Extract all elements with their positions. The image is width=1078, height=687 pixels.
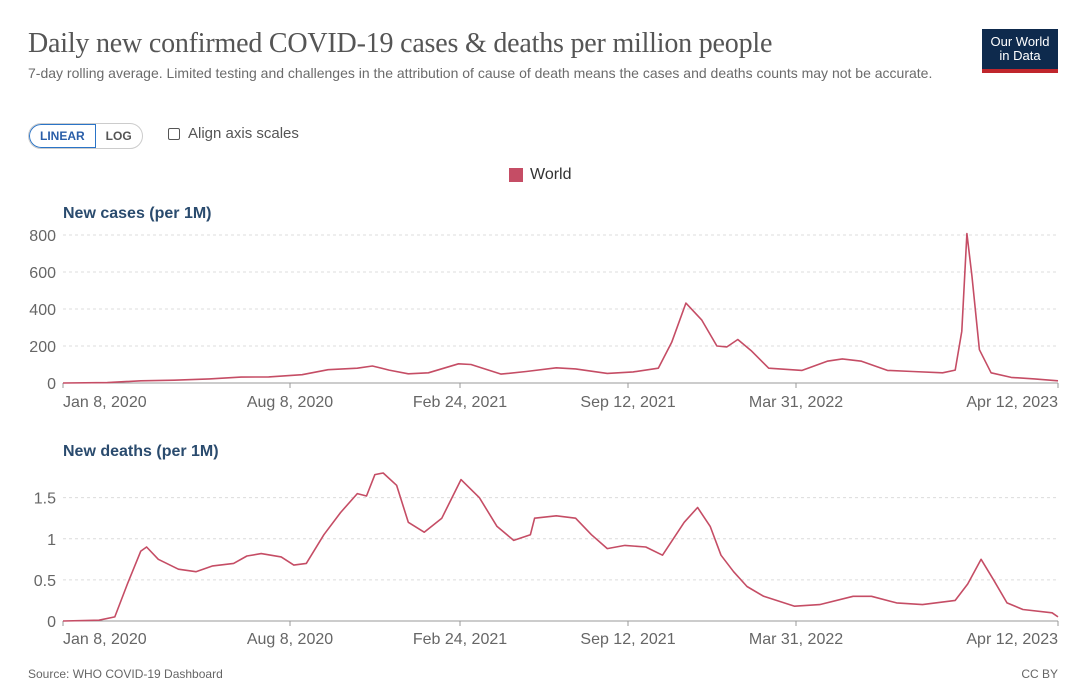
deaths-y-tick-label: 1 [47,532,56,549]
legend-label: World [530,166,572,183]
legend-swatch [509,168,523,182]
cases-y-tick-label: 400 [29,302,56,319]
align-axis-option[interactable]: Align axis scales [168,125,299,142]
cases-x-tick-label: Jan 8, 2020 [63,394,147,411]
cases-x-tick-label: Aug 8, 2020 [247,394,333,411]
license-note[interactable]: CC BY [1021,667,1058,681]
deaths-x-tick-label: Apr 12, 2023 [966,631,1058,648]
deaths-x-tick-label: Feb 24, 2021 [413,631,507,648]
owid-logo[interactable]: Our World in Data [982,29,1058,73]
logo-line-2: in Data [999,48,1041,63]
chart-subtitle: 7-day rolling average. Limited testing a… [28,65,933,81]
cases-x-tick-label: Sep 12, 2021 [580,394,675,411]
log-button[interactable]: LOG [105,129,132,143]
deaths-panel-title: New deaths (per 1M) [63,443,219,460]
align-axis-checkbox[interactable] [168,127,180,140]
scale-toggle: LINEAR LOG [28,123,143,149]
cases-y-tick-label: 800 [29,228,56,245]
deaths-x-tick-label: Aug 8, 2020 [247,631,333,648]
deaths-y-tick-label: 1.5 [34,491,56,508]
deaths-series-line [62,472,1059,622]
cases-y-tick-label: 200 [29,339,56,356]
deaths-y-tick-label: 0.5 [34,573,56,590]
cases-x-tick-label: Mar 31, 2022 [749,394,843,411]
cases-panel-title: New cases (per 1M) [63,205,212,222]
deaths-y-tick-label: 0 [47,614,56,631]
cases-y-tick-label: 0 [47,376,56,393]
cases-x-tick-label: Apr 12, 2023 [966,394,1058,411]
align-axis-label: Align axis scales [188,125,299,142]
linear-button[interactable]: LINEAR [29,124,96,148]
cases-x-tick-label: Feb 24, 2021 [413,394,507,411]
deaths-x-tick-label: Mar 31, 2022 [749,631,843,648]
cases-y-tick-label: 600 [29,265,56,282]
deaths-x-tick-label: Jan 8, 2020 [63,631,147,648]
deaths-x-tick-label: Sep 12, 2021 [580,631,675,648]
chart-title: Daily new confirmed COVID-19 cases & dea… [28,28,773,59]
logo-underline [982,69,1058,73]
source-note[interactable]: Source: WHO COVID-19 Dashboard [28,667,223,681]
logo-line-1: Our World [990,34,1050,49]
legend[interactable]: World [509,166,572,184]
cases-series-line [62,232,1059,384]
